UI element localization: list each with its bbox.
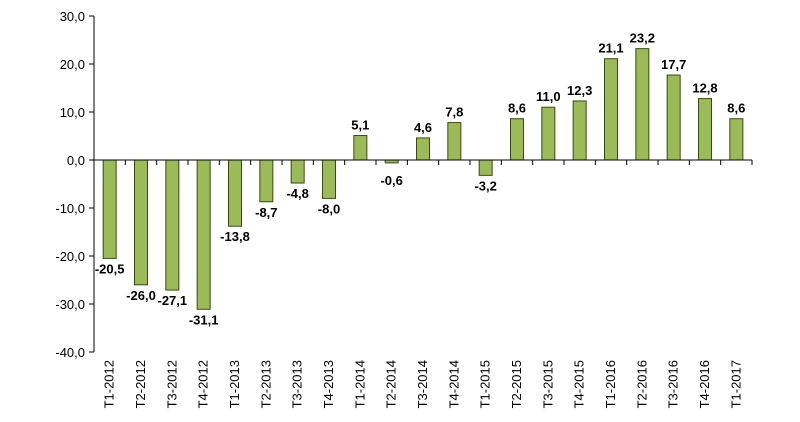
bar-T3-2013 <box>290 159 305 184</box>
x-tick-label: T1-2017 <box>728 360 743 408</box>
x-tick-label: T4-2013 <box>321 360 336 408</box>
data-labels: -20,5-26,0 -27,1-31,1 -13,8 -8,7 -4,8 -8,0 5,1… <box>95 31 746 328</box>
bar-T1-2014 <box>353 135 368 161</box>
data-label-T2-2012: -26,0 <box>126 288 156 303</box>
y-tick-label: -40,0 <box>55 345 85 360</box>
data-label-T4-2016: 12,8 <box>692 81 717 96</box>
y-axis: 30,0 20,0 10,0 0,0 -10,0 -20,0 -30,0 -40,0 <box>55 9 95 360</box>
data-label-T2-2014: -0,6 <box>380 173 402 188</box>
bar-T1-2017 <box>729 118 744 161</box>
data-label-T2-2016: 23,2 <box>630 31 655 46</box>
data-label-T3-2015: 11,0 <box>536 89 561 104</box>
zero-axis <box>93 159 753 165</box>
bar-T3-2012 <box>165 159 180 291</box>
x-axis-labels: T1-2012 T2-2012 T3-2012 T4-2012 T1-2013 T2-20… <box>102 360 744 408</box>
x-tick-label: T2-2013 <box>258 360 273 408</box>
x-tick-label: T3-2014 <box>415 360 430 408</box>
data-label-T4-2015: 12,3 <box>567 83 592 98</box>
x-tick-label: T2-2016 <box>634 360 649 408</box>
data-label-T1-2013: -13,8 <box>220 229 250 244</box>
x-tick-label: T3-2013 <box>290 360 305 408</box>
x-tick-label: T3-2015 <box>540 360 555 408</box>
x-tick-label: T1-2016 <box>603 360 618 408</box>
x-tick-label: T4-2016 <box>697 360 712 408</box>
data-label-T1-2016: 21,1 <box>598 41 623 56</box>
x-tick-label: T3-2012 <box>164 360 179 408</box>
bar-T4-2012 <box>196 159 211 310</box>
x-tick-label: T3-2016 <box>666 360 681 408</box>
bar-T2-2016 <box>635 48 650 161</box>
data-label-T2-2013: -8,7 <box>255 205 277 220</box>
x-tick-label: T1-2014 <box>352 360 367 408</box>
data-label-T3-2012: -27,1 <box>158 293 188 308</box>
x-tick-label: T4-2015 <box>572 360 587 408</box>
data-label-T4-2013: -8,0 <box>318 201 340 216</box>
y-tick-label: 10,0 <box>60 105 85 120</box>
data-label-T1-2012: -20,5 <box>95 261 125 276</box>
y-tick-label: -10,0 <box>55 201 85 216</box>
bar-T3-2016 <box>666 74 681 161</box>
data-label-T4-2014: 7,8 <box>445 105 463 120</box>
bar-T2-2015 <box>510 118 524 161</box>
y-tick-label: 20,0 <box>60 57 85 72</box>
y-tick-label: 0,0 <box>67 153 85 168</box>
y-tick-label: -30,0 <box>55 297 85 312</box>
x-tick-label: T1-2015 <box>478 360 493 408</box>
bar-T1-2012 <box>102 159 117 259</box>
data-label-T3-2014: 4,6 <box>414 120 432 135</box>
bar-T1-2015 <box>478 159 493 176</box>
data-label-T1-2014: 5,1 <box>351 118 369 133</box>
bars <box>102 48 744 310</box>
data-label-T1-2015: -3,2 <box>474 178 496 193</box>
x-tick-label: T4-2012 <box>196 360 211 408</box>
x-tick-label: T2-2015 <box>509 360 524 408</box>
data-label-T3-2016: 17,7 <box>661 57 686 72</box>
x-tick-label: T4-2014 <box>446 360 461 408</box>
bar-T4-2015 <box>572 100 587 161</box>
bar-T3-2014 <box>416 137 430 161</box>
bar-T1-2013 <box>228 159 242 227</box>
bar-T2-2013 <box>259 159 274 203</box>
bar-T4-2013 <box>322 159 336 199</box>
data-label-T1-2017: 8,6 <box>727 101 745 116</box>
x-tick-label: T1-2012 <box>102 360 117 408</box>
data-label-T3-2013: -4,8 <box>286 186 308 201</box>
bar-T1-2016 <box>604 58 618 161</box>
bar-T3-2015 <box>541 106 556 161</box>
y-tick-label: 30,0 <box>60 9 85 24</box>
y-tick-label: -20,0 <box>55 249 85 264</box>
data-label-T2-2015: 8,6 <box>508 101 526 116</box>
bar-T4-2014 <box>447 122 462 161</box>
x-tick-label: T2-2014 <box>384 360 399 408</box>
x-tick-label: T1-2013 <box>227 360 242 408</box>
x-tick-label: T2-2012 <box>133 360 148 408</box>
bar-T4-2016 <box>698 98 712 161</box>
data-label-T4-2012: -31,1 <box>189 312 219 327</box>
bar-T2-2012 <box>134 159 148 286</box>
